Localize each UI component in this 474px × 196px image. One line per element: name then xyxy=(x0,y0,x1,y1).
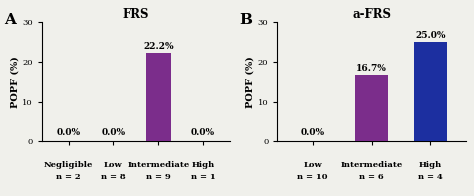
Bar xyxy=(414,42,447,141)
Text: B: B xyxy=(240,13,253,27)
Text: A: A xyxy=(4,13,16,27)
Text: Low: Low xyxy=(303,161,322,169)
Text: 16.7%: 16.7% xyxy=(356,64,387,73)
Bar xyxy=(356,75,388,141)
Text: 0.0%: 0.0% xyxy=(56,128,81,137)
Text: High: High xyxy=(191,161,215,169)
Text: 25.0%: 25.0% xyxy=(415,31,446,40)
Y-axis label: POPF (%): POPF (%) xyxy=(10,56,19,108)
Text: High: High xyxy=(419,161,442,169)
Text: n = 9: n = 9 xyxy=(146,173,171,181)
Text: 22.2%: 22.2% xyxy=(143,42,173,51)
Bar xyxy=(146,53,171,141)
Text: n = 8: n = 8 xyxy=(101,173,126,181)
Text: Low: Low xyxy=(104,161,123,169)
Text: n = 10: n = 10 xyxy=(297,173,328,181)
Text: Negligible: Negligible xyxy=(44,161,93,169)
Text: 0.0%: 0.0% xyxy=(301,128,325,137)
Text: n = 4: n = 4 xyxy=(418,173,443,181)
Text: Intermediate: Intermediate xyxy=(340,161,402,169)
Text: Intermediate: Intermediate xyxy=(127,161,190,169)
Text: 0.0%: 0.0% xyxy=(101,128,126,137)
Text: n = 1: n = 1 xyxy=(191,173,216,181)
Text: n = 6: n = 6 xyxy=(359,173,384,181)
Text: 0.0%: 0.0% xyxy=(191,128,215,137)
Y-axis label: POPF (%): POPF (%) xyxy=(246,56,255,108)
Title: a-FRS: a-FRS xyxy=(352,8,391,21)
Title: FRS: FRS xyxy=(123,8,149,21)
Text: n = 2: n = 2 xyxy=(56,173,81,181)
